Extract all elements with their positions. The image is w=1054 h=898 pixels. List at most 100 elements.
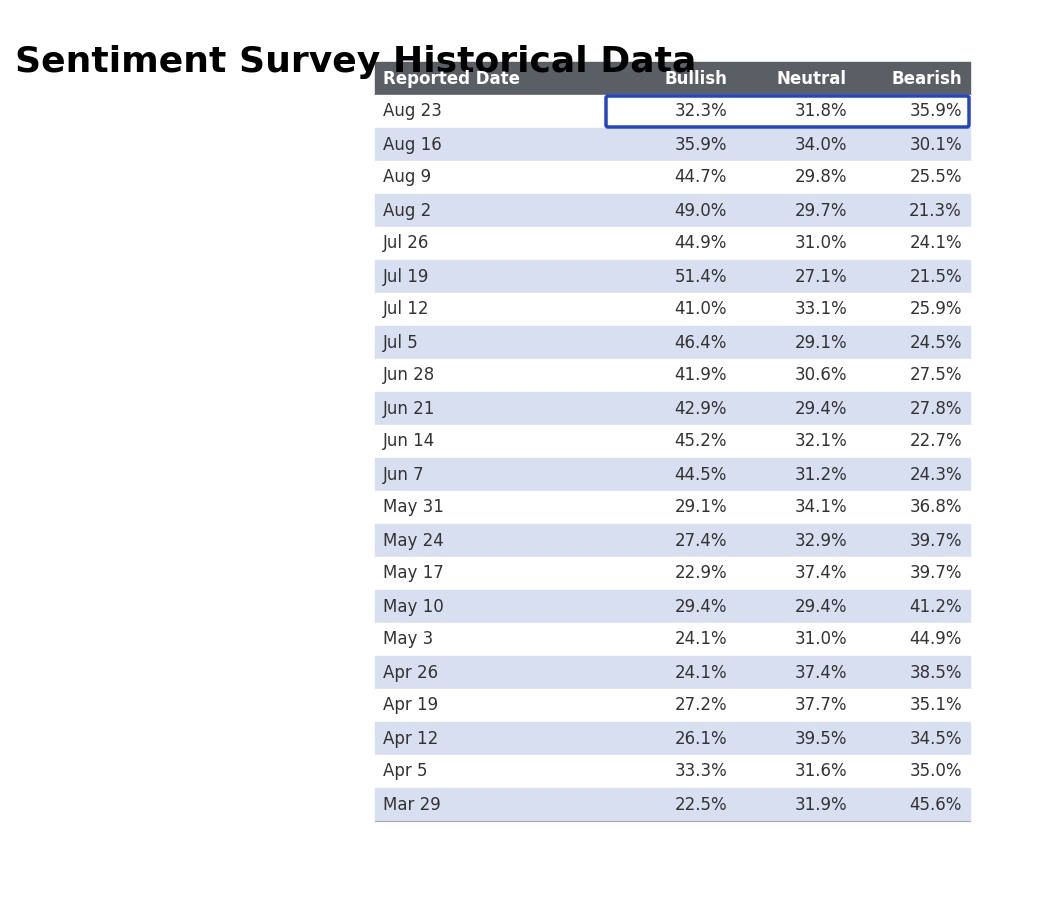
Bar	[375, 557, 970, 590]
Text: 30.6%: 30.6%	[795, 366, 847, 384]
Text: 24.5%: 24.5%	[910, 333, 962, 351]
Text: Aug 9: Aug 9	[383, 169, 431, 187]
Text: Neutral: Neutral	[777, 69, 847, 87]
Text: 34.0%: 34.0%	[795, 136, 847, 154]
Text: 41.2%: 41.2%	[910, 597, 962, 615]
Text: 29.8%: 29.8%	[795, 169, 847, 187]
Text: 26.1%: 26.1%	[675, 729, 727, 747]
Bar	[375, 326, 970, 359]
Text: 35.1%: 35.1%	[910, 697, 962, 715]
Text: May 10: May 10	[383, 597, 444, 615]
Text: Apr 19: Apr 19	[383, 697, 438, 715]
Text: 45.2%: 45.2%	[675, 433, 727, 451]
Text: 22.9%: 22.9%	[675, 565, 727, 583]
Text: 41.9%: 41.9%	[675, 366, 727, 384]
Text: 27.8%: 27.8%	[910, 400, 962, 418]
Text: 44.5%: 44.5%	[675, 465, 727, 483]
Bar	[375, 194, 970, 227]
Bar	[375, 590, 970, 623]
Text: 29.4%: 29.4%	[675, 597, 727, 615]
Text: 37.4%: 37.4%	[795, 565, 847, 583]
Text: 29.7%: 29.7%	[795, 201, 847, 219]
Text: 31.0%: 31.0%	[795, 630, 847, 648]
Text: Aug 16: Aug 16	[383, 136, 442, 154]
Text: 31.8%: 31.8%	[795, 102, 847, 120]
Text: Apr 5: Apr 5	[383, 762, 428, 780]
Bar	[375, 656, 970, 689]
Text: 21.5%: 21.5%	[910, 268, 962, 286]
Text: 22.5%: 22.5%	[675, 796, 727, 814]
Bar	[375, 62, 970, 95]
Text: Bearish: Bearish	[892, 69, 962, 87]
Text: 46.4%: 46.4%	[675, 333, 727, 351]
Text: 37.7%: 37.7%	[795, 697, 847, 715]
Bar	[375, 293, 970, 326]
Text: 22.7%: 22.7%	[910, 433, 962, 451]
Text: Jul 5: Jul 5	[383, 333, 418, 351]
Bar	[375, 128, 970, 161]
Text: 30.1%: 30.1%	[910, 136, 962, 154]
Bar	[375, 458, 970, 491]
Text: 27.4%: 27.4%	[675, 532, 727, 550]
Text: 49.0%: 49.0%	[675, 201, 727, 219]
Text: 29.1%: 29.1%	[675, 498, 727, 516]
Text: 41.0%: 41.0%	[675, 301, 727, 319]
Text: 38.5%: 38.5%	[910, 664, 962, 682]
Bar	[375, 161, 970, 194]
Text: 32.3%: 32.3%	[675, 102, 727, 120]
Text: 44.7%: 44.7%	[675, 169, 727, 187]
Bar	[375, 788, 970, 821]
Text: Bullish: Bullish	[664, 69, 727, 87]
Bar	[375, 227, 970, 260]
Text: Aug 2: Aug 2	[383, 201, 431, 219]
Text: 24.3%: 24.3%	[910, 465, 962, 483]
Text: 27.5%: 27.5%	[910, 366, 962, 384]
Text: 24.1%: 24.1%	[675, 630, 727, 648]
Text: May 24: May 24	[383, 532, 444, 550]
Text: May 31: May 31	[383, 498, 444, 516]
Text: Sentiment Survey Historical Data: Sentiment Survey Historical Data	[15, 45, 697, 79]
Text: 25.9%: 25.9%	[910, 301, 962, 319]
Text: 33.1%: 33.1%	[795, 301, 847, 319]
Text: 44.9%: 44.9%	[910, 630, 962, 648]
Text: Mar 29: Mar 29	[383, 796, 441, 814]
Text: Apr 26: Apr 26	[383, 664, 438, 682]
Text: 29.1%: 29.1%	[795, 333, 847, 351]
Text: Aug 23: Aug 23	[383, 102, 442, 120]
Text: 21.3%: 21.3%	[910, 201, 962, 219]
Text: 44.9%: 44.9%	[675, 234, 727, 252]
Text: 29.4%: 29.4%	[795, 597, 847, 615]
Text: 45.6%: 45.6%	[910, 796, 962, 814]
Text: 31.6%: 31.6%	[795, 762, 847, 780]
Bar	[375, 260, 970, 293]
Text: Jun 21: Jun 21	[383, 400, 435, 418]
Text: 34.1%: 34.1%	[795, 498, 847, 516]
Text: 31.9%: 31.9%	[795, 796, 847, 814]
Text: 32.9%: 32.9%	[795, 532, 847, 550]
Text: Jun 7: Jun 7	[383, 465, 425, 483]
Bar	[375, 425, 970, 458]
Bar	[375, 689, 970, 722]
Text: Jun 28: Jun 28	[383, 366, 435, 384]
Bar	[375, 392, 970, 425]
Text: Jul 19: Jul 19	[383, 268, 429, 286]
Text: 35.9%: 35.9%	[910, 102, 962, 120]
Text: 29.4%: 29.4%	[795, 400, 847, 418]
Text: 34.5%: 34.5%	[910, 729, 962, 747]
Text: 32.1%: 32.1%	[795, 433, 847, 451]
Text: 31.2%: 31.2%	[795, 465, 847, 483]
Bar	[375, 491, 970, 524]
Bar	[375, 524, 970, 557]
Text: May 3: May 3	[383, 630, 433, 648]
Text: Reported Date: Reported Date	[383, 69, 520, 87]
Text: 39.5%: 39.5%	[795, 729, 847, 747]
Text: Jul 26: Jul 26	[383, 234, 429, 252]
Text: Jul 12: Jul 12	[383, 301, 429, 319]
Text: 27.1%: 27.1%	[795, 268, 847, 286]
Text: 39.7%: 39.7%	[910, 565, 962, 583]
Text: Apr 12: Apr 12	[383, 729, 438, 747]
Text: 39.7%: 39.7%	[910, 532, 962, 550]
Text: Jun 14: Jun 14	[383, 433, 435, 451]
Bar	[375, 755, 970, 788]
Text: 24.1%: 24.1%	[675, 664, 727, 682]
